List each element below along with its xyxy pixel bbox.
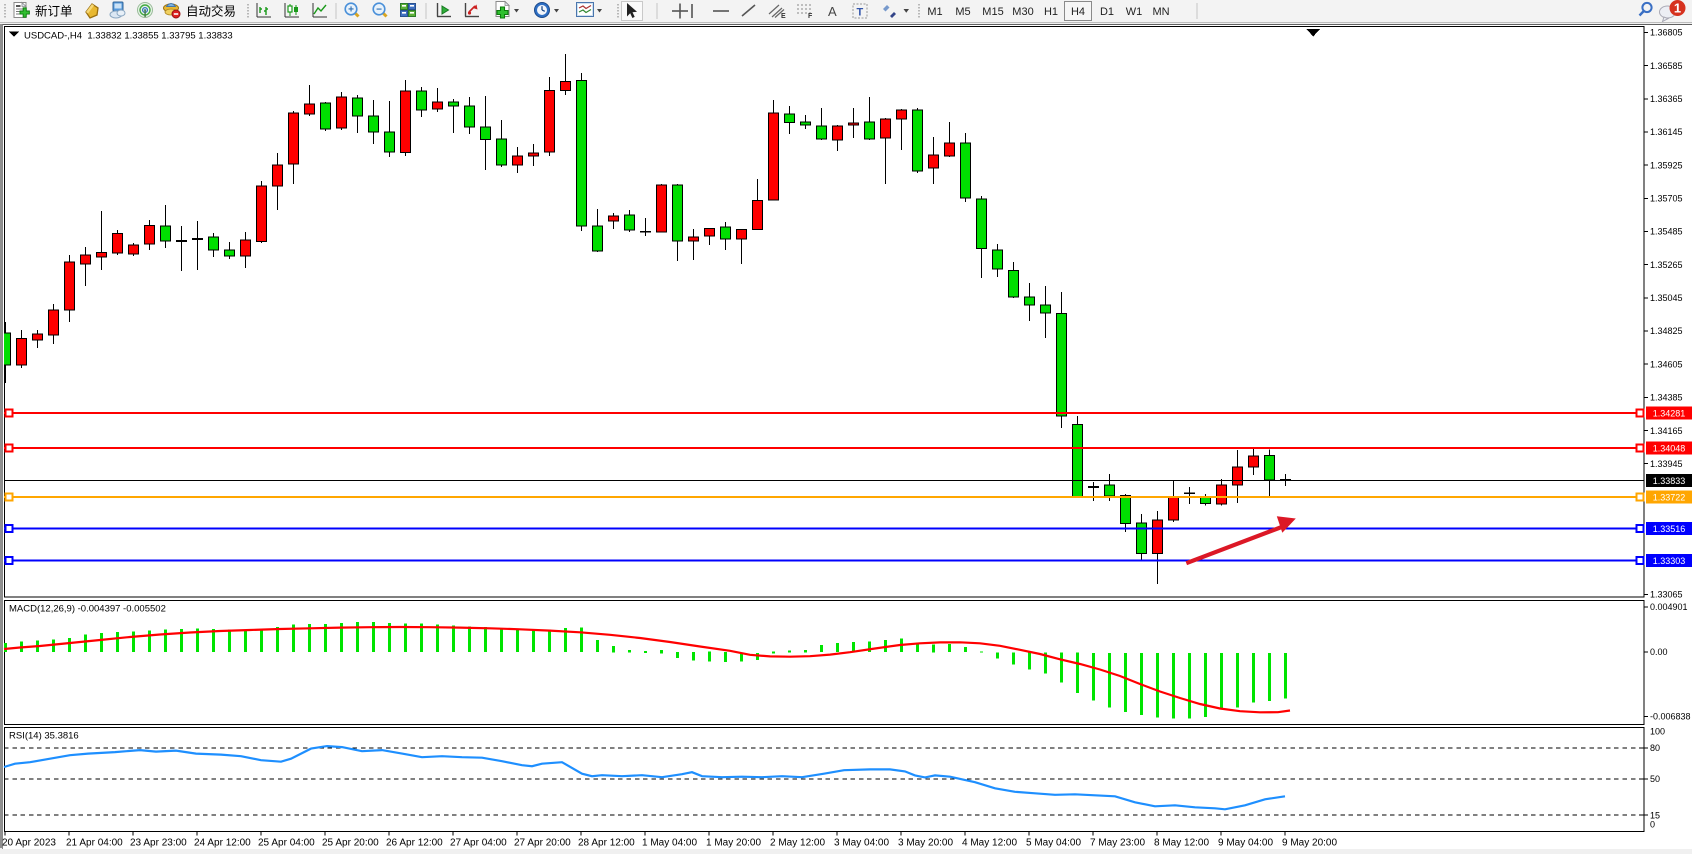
svg-text:27 Apr 20:00: 27 Apr 20:00 xyxy=(514,838,571,849)
svg-text:1.36365: 1.36365 xyxy=(1650,94,1683,104)
svg-text:1.33065: 1.33065 xyxy=(1650,590,1683,600)
svg-text:3 May 20:00: 3 May 20:00 xyxy=(898,838,953,849)
svg-text:28 Apr 12:00: 28 Apr 12:00 xyxy=(578,838,635,849)
svg-text:1.36145: 1.36145 xyxy=(1650,127,1683,137)
svg-text:+: + xyxy=(348,5,354,16)
svg-text:8 May 12:00: 8 May 12:00 xyxy=(1154,838,1209,849)
svg-text:50: 50 xyxy=(1650,774,1660,784)
svg-text:26 Apr 12:00: 26 Apr 12:00 xyxy=(386,838,443,849)
svg-text:23 Apr 23:00: 23 Apr 23:00 xyxy=(130,838,187,849)
svg-text:3 May 04:00: 3 May 04:00 xyxy=(834,838,889,849)
svg-text:80: 80 xyxy=(1650,743,1660,753)
svg-text:1.35485: 1.35485 xyxy=(1650,227,1683,237)
svg-text:9 May 04:00: 9 May 04:00 xyxy=(1218,838,1273,849)
svg-text:24 Apr 12:00: 24 Apr 12:00 xyxy=(194,838,251,849)
svg-text:27 Apr 04:00: 27 Apr 04:00 xyxy=(450,838,507,849)
svg-text:25 Apr 20:00: 25 Apr 20:00 xyxy=(322,838,379,849)
svg-text:1.34048: 1.34048 xyxy=(1653,443,1686,453)
svg-text:1.34605: 1.34605 xyxy=(1650,359,1683,369)
svg-text:1.35925: 1.35925 xyxy=(1650,160,1683,170)
svg-text:1 May 04:00: 1 May 04:00 xyxy=(642,838,697,849)
svg-text:1.33303: 1.33303 xyxy=(1653,556,1686,566)
svg-text:1.36805: 1.36805 xyxy=(1650,28,1683,38)
svg-text:1.35045: 1.35045 xyxy=(1650,293,1683,303)
svg-text:1: 1 xyxy=(1674,1,1681,16)
svg-text:W1: W1 xyxy=(1126,6,1143,18)
svg-text:1.33945: 1.33945 xyxy=(1650,459,1683,469)
svg-text:自动交易: 自动交易 xyxy=(186,4,236,19)
svg-text:1 May 20:00: 1 May 20:00 xyxy=(706,838,761,849)
svg-text:1.33833: 1.33833 xyxy=(1653,476,1686,486)
svg-text:1.34385: 1.34385 xyxy=(1650,393,1683,403)
svg-text:21 Apr 04:00: 21 Apr 04:00 xyxy=(66,838,123,849)
svg-text:0.00: 0.00 xyxy=(1650,647,1668,657)
svg-text:1.33722: 1.33722 xyxy=(1653,492,1686,502)
svg-text:新订单: 新订单 xyxy=(35,4,73,19)
svg-text:0.004901: 0.004901 xyxy=(1650,602,1688,612)
svg-text:H4: H4 xyxy=(1071,6,1085,18)
svg-text:2 May 12:00: 2 May 12:00 xyxy=(770,838,825,849)
svg-text:0: 0 xyxy=(1650,819,1655,829)
svg-text:E: E xyxy=(781,13,786,20)
svg-text:T: T xyxy=(857,7,864,19)
svg-text:MN: MN xyxy=(1152,6,1169,18)
svg-text:20 Apr 2023: 20 Apr 2023 xyxy=(2,838,56,849)
svg-text:1.36585: 1.36585 xyxy=(1650,61,1683,71)
svg-text:M1: M1 xyxy=(927,6,942,18)
svg-text:15: 15 xyxy=(1650,810,1660,820)
svg-text:D1: D1 xyxy=(1100,6,1114,18)
svg-text:M30: M30 xyxy=(1012,6,1033,18)
svg-text:-0.006838: -0.006838 xyxy=(1650,712,1691,722)
svg-text:1.35265: 1.35265 xyxy=(1650,260,1683,270)
svg-text:1.34281: 1.34281 xyxy=(1653,408,1686,418)
svg-text:9 May 20:00: 9 May 20:00 xyxy=(1282,838,1337,849)
svg-text:1.33516: 1.33516 xyxy=(1653,524,1686,534)
svg-text:M15: M15 xyxy=(982,6,1003,18)
svg-text:H1: H1 xyxy=(1044,6,1058,18)
svg-text:A: A xyxy=(828,4,837,19)
svg-text:1.35705: 1.35705 xyxy=(1650,194,1683,204)
svg-text:5 May 04:00: 5 May 04:00 xyxy=(1026,838,1081,849)
svg-text:25 Apr 04:00: 25 Apr 04:00 xyxy=(258,838,315,849)
svg-text:7 May 23:00: 7 May 23:00 xyxy=(1090,838,1145,849)
svg-text:1.34825: 1.34825 xyxy=(1650,326,1683,336)
svg-text:−: − xyxy=(376,5,382,16)
svg-text:100: 100 xyxy=(1650,727,1665,737)
svg-text:USDCAD-,H4 1.33832 1.33855 1.: USDCAD-,H4 1.33832 1.33855 1.33795 1.338… xyxy=(24,31,233,42)
svg-text:4 May 12:00: 4 May 12:00 xyxy=(962,838,1017,849)
svg-text:M5: M5 xyxy=(955,6,970,18)
svg-text:F: F xyxy=(808,13,813,20)
svg-text:1.34165: 1.34165 xyxy=(1650,426,1683,436)
svg-text:RSI(14) 35.3816: RSI(14) 35.3816 xyxy=(9,731,79,742)
svg-text:MACD(12,26,9) -0.004397 -0.005: MACD(12,26,9) -0.004397 -0.005502 xyxy=(9,604,166,615)
